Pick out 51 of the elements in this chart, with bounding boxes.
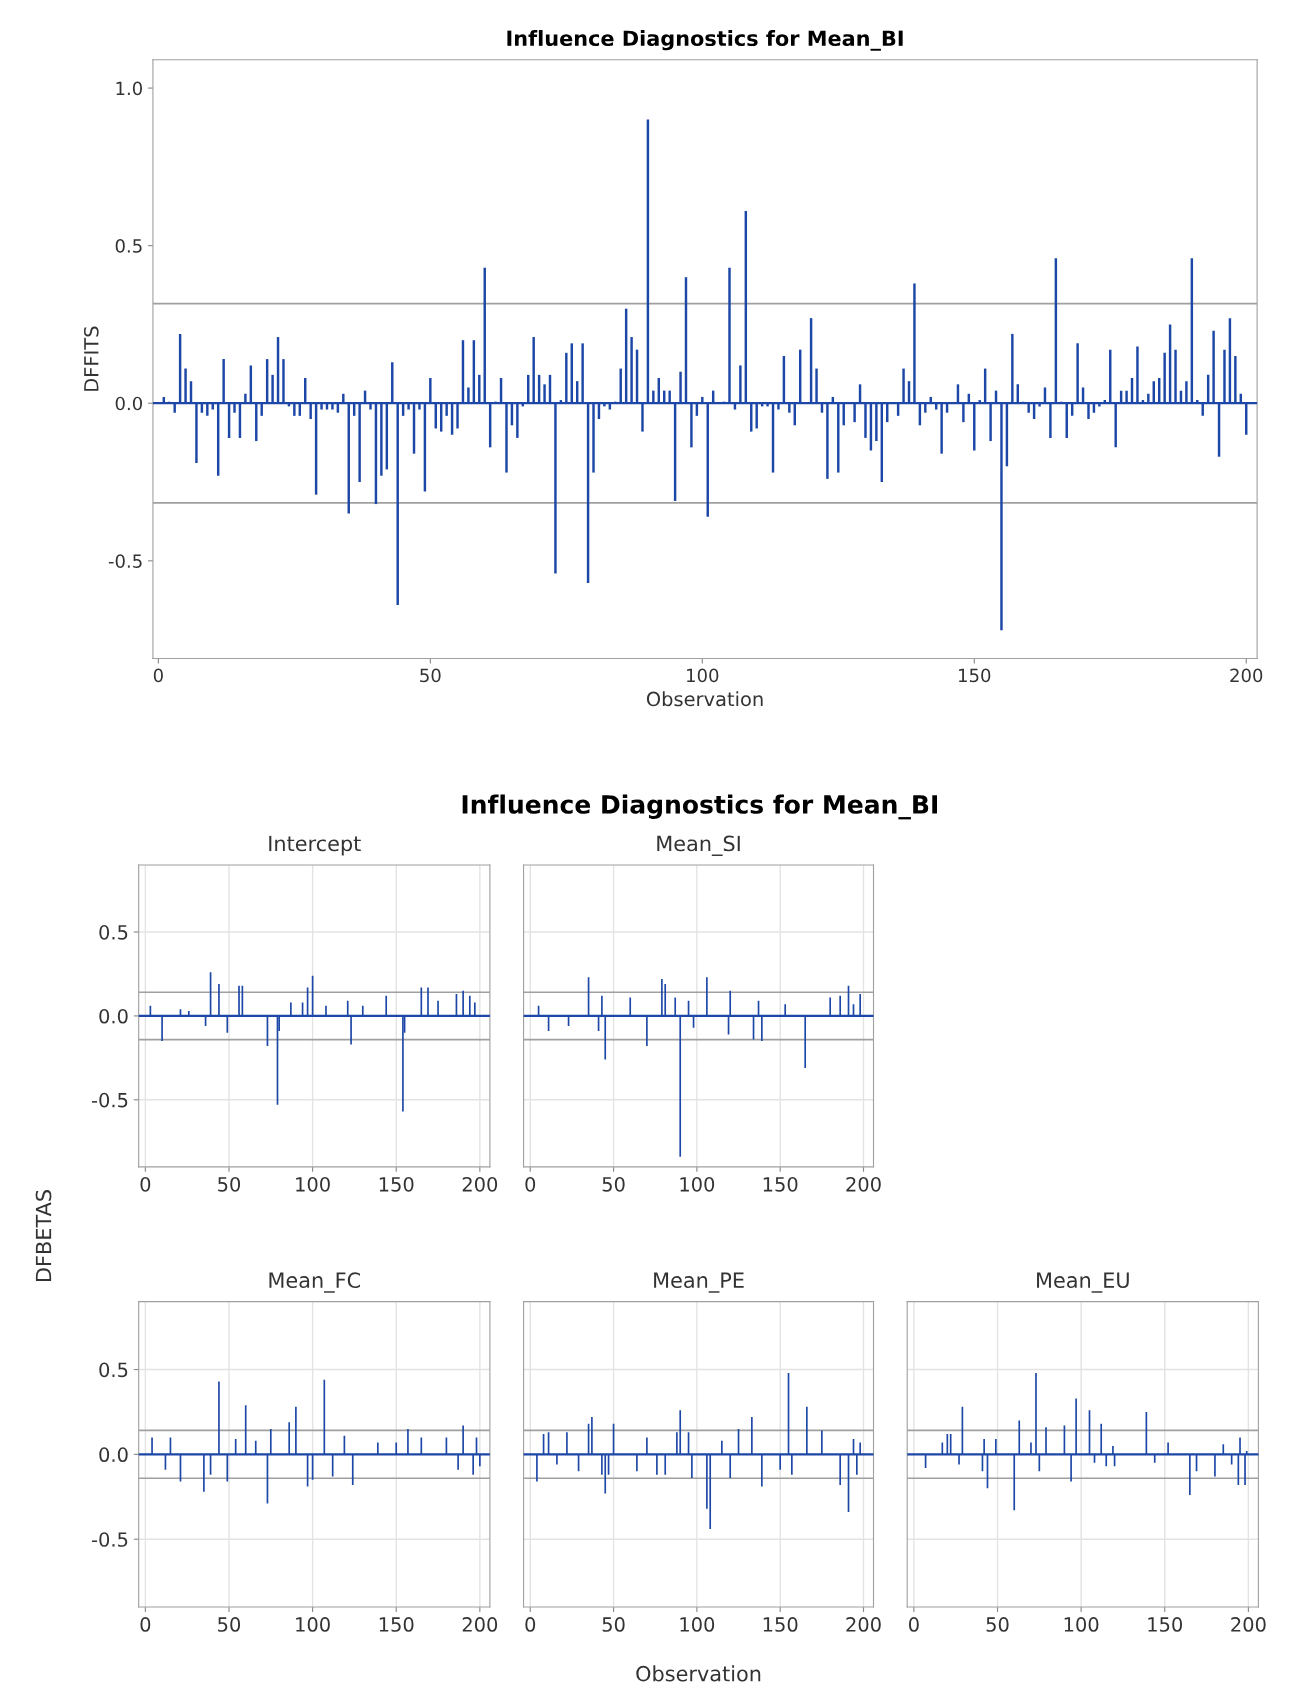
x-tick-label: 150 xyxy=(959,668,991,683)
text: Influence Diagnostics for Mean_BI xyxy=(462,794,937,820)
x-tick-label: 50 xyxy=(218,1617,241,1632)
x-tick-label: 100 xyxy=(296,1176,330,1192)
x-tick-label: 200 xyxy=(846,1617,881,1632)
x-axis-title: Observation xyxy=(646,691,763,707)
x-tick-label: 150 xyxy=(1148,1617,1183,1632)
x-tick-label: 100 xyxy=(296,1617,330,1632)
x-tick-label: 150 xyxy=(379,1176,414,1192)
x-tick-label: 100 xyxy=(1064,1617,1099,1632)
x-tick-label: 150 xyxy=(763,1617,798,1632)
x-tick-label: 200 xyxy=(462,1617,498,1632)
y-tick-label: 0.5 xyxy=(115,239,142,253)
chart-title: Influence Diagnostics for Mean_BI xyxy=(507,29,903,51)
x-tick-label: 100 xyxy=(687,668,719,683)
x-tick-label: 150 xyxy=(379,1617,414,1632)
y-tick-label: -0.5 xyxy=(91,1092,128,1108)
x-tick-label: 200 xyxy=(1231,1617,1266,1632)
y-tick-label: -0.5 xyxy=(108,554,142,568)
chart-title: Mean_PE xyxy=(654,1272,744,1293)
chart-title: Mean_EU xyxy=(1037,1272,1129,1293)
chart-title: Intercept xyxy=(269,835,361,856)
x-tick-label: 0 xyxy=(140,1617,151,1632)
y-tick-label: 0.0 xyxy=(115,396,143,411)
x-tick-label: 200 xyxy=(1230,668,1263,683)
chart-title: Mean_FC xyxy=(269,1272,361,1293)
y-axis-title: DFBETAS xyxy=(35,1190,52,1281)
x-tick-label: 150 xyxy=(763,1176,798,1192)
x-axis-title: Observation xyxy=(636,1665,761,1682)
x-tick-label: 50 xyxy=(602,1617,625,1632)
y-tick-label: 0.5 xyxy=(99,1362,128,1378)
y-tick-label: 0.5 xyxy=(99,925,128,940)
x-tick-label: 100 xyxy=(680,1176,715,1192)
x-tick-label: 50 xyxy=(218,1176,241,1192)
x-tick-label: 50 xyxy=(602,1176,625,1192)
x-tick-label: 200 xyxy=(846,1176,881,1192)
y-tick-label: -0.5 xyxy=(91,1532,128,1547)
y-axis-title: DFFITS xyxy=(83,326,99,391)
x-tick-label: 0 xyxy=(140,1176,151,1192)
y-tick-label: 1.0 xyxy=(116,81,143,96)
x-tick-label: 100 xyxy=(680,1617,715,1632)
x-tick-label: 50 xyxy=(420,668,441,683)
x-tick-label: 0 xyxy=(525,1176,536,1192)
x-tick-label: 200 xyxy=(462,1176,498,1192)
y-tick-label: 0.0 xyxy=(99,1447,128,1463)
x-tick-label: 0 xyxy=(525,1617,536,1632)
x-tick-label: 0 xyxy=(908,1617,919,1632)
x-tick-label: 0 xyxy=(153,668,163,683)
chart-title: Mean_SI xyxy=(657,835,740,856)
x-tick-label: 50 xyxy=(986,1617,1009,1632)
y-tick-label: 0.0 xyxy=(99,1008,128,1024)
